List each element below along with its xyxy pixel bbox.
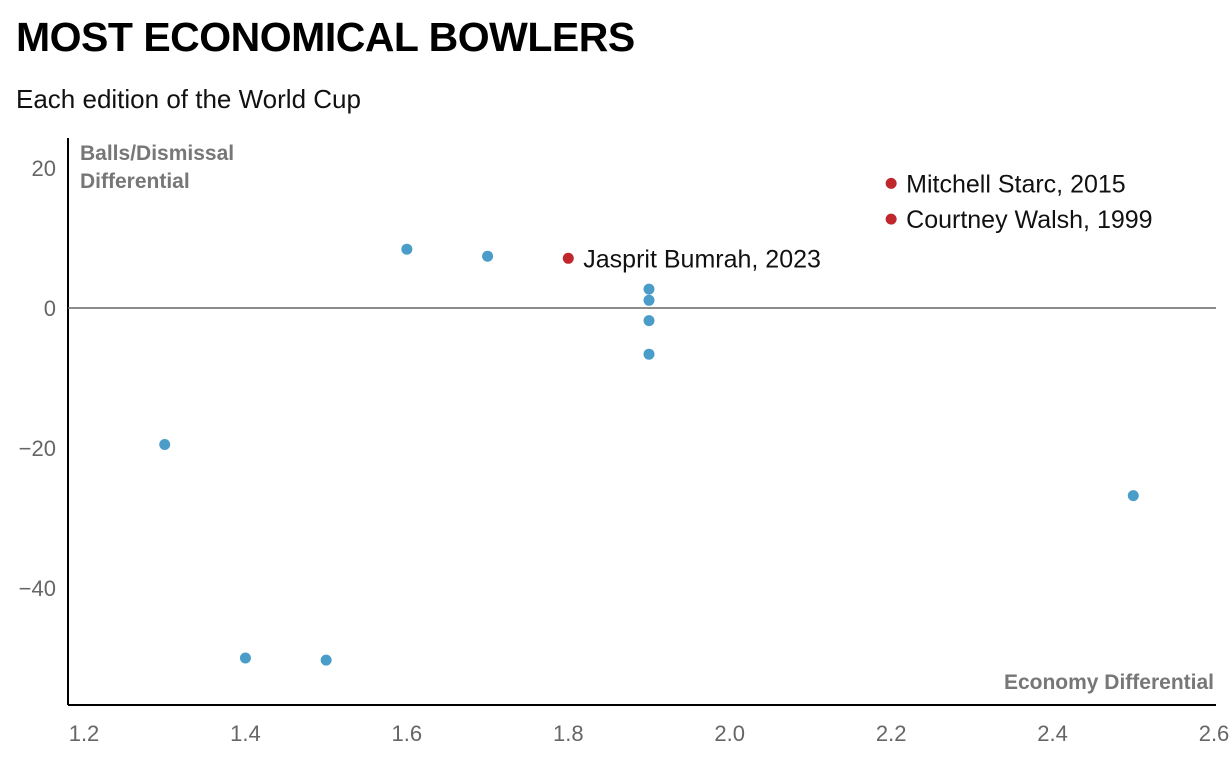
- y-tick-label: −40: [19, 576, 56, 601]
- tick-labels-layer: 1.2 1.4 1.6 1.8 2.0 2.2 2.4 2.6 20 0 −20 −40: [19, 156, 1230, 746]
- axes-layer: [67, 138, 1216, 706]
- x-axis-title: Economy Differential: [1004, 671, 1214, 694]
- y-axis-title-line-2: Differential: [80, 170, 190, 193]
- data-point: [159, 439, 171, 450]
- data-point: [643, 348, 655, 360]
- data-point: [643, 315, 655, 327]
- y-tick-label: 0: [44, 296, 56, 321]
- data-point: [401, 243, 413, 255]
- x-tick-label: 2.0: [714, 721, 745, 746]
- chart-title: MOST ECONOMICAL BOWLERS: [16, 14, 635, 60]
- data-point: [643, 283, 655, 295]
- point-label: Jasprit Bumrah, 2023: [583, 245, 821, 273]
- x-tick-label: 2.4: [1037, 721, 1068, 746]
- highlighted-point: [885, 177, 897, 189]
- chart-subtitle: Each edition of the World Cup: [16, 84, 361, 114]
- x-tick-label: 1.4: [230, 721, 261, 746]
- data-point: [320, 654, 332, 666]
- data-point: [239, 652, 251, 664]
- axis-titles-layer: Balls/Dismissal Differential Economy Dif…: [80, 142, 1214, 694]
- point-labels-layer: Jasprit Bumrah, 2023 Mitchell Starc, 2015…: [583, 170, 1152, 273]
- x-tick-label: 2.2: [876, 721, 907, 746]
- data-points-layer: [159, 177, 1139, 666]
- data-point: [1127, 490, 1139, 502]
- point-label: Courtney Walsh, 1999: [906, 206, 1152, 234]
- data-point: [643, 294, 655, 306]
- point-label: Mitchell Starc, 2015: [906, 170, 1126, 198]
- y-tick-label: −20: [19, 436, 56, 461]
- x-tick-label: 1.2: [69, 721, 100, 746]
- highlighted-point: [885, 213, 897, 225]
- y-axis-title-line-1: Balls/Dismissal: [80, 142, 234, 165]
- x-tick-label: 1.8: [553, 721, 584, 746]
- x-tick-label: 2.6: [1199, 721, 1230, 746]
- x-tick-label: 1.6: [392, 721, 423, 746]
- highlighted-point: [562, 252, 574, 264]
- y-tick-label: 20: [32, 156, 56, 181]
- data-point: [482, 250, 494, 262]
